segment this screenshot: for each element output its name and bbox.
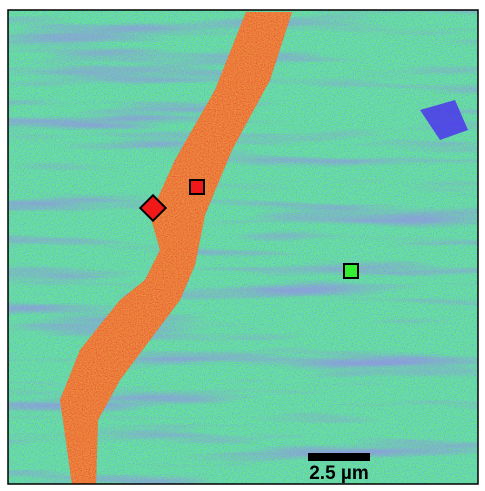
red-square-marker bbox=[190, 180, 204, 194]
scale-bar bbox=[308, 453, 370, 461]
scale-bar-label: 2.5 µm bbox=[309, 463, 369, 484]
green-square-marker bbox=[344, 264, 358, 278]
image-area bbox=[8, 10, 478, 484]
micrograph: 2.5 µm bbox=[0, 0, 485, 491]
